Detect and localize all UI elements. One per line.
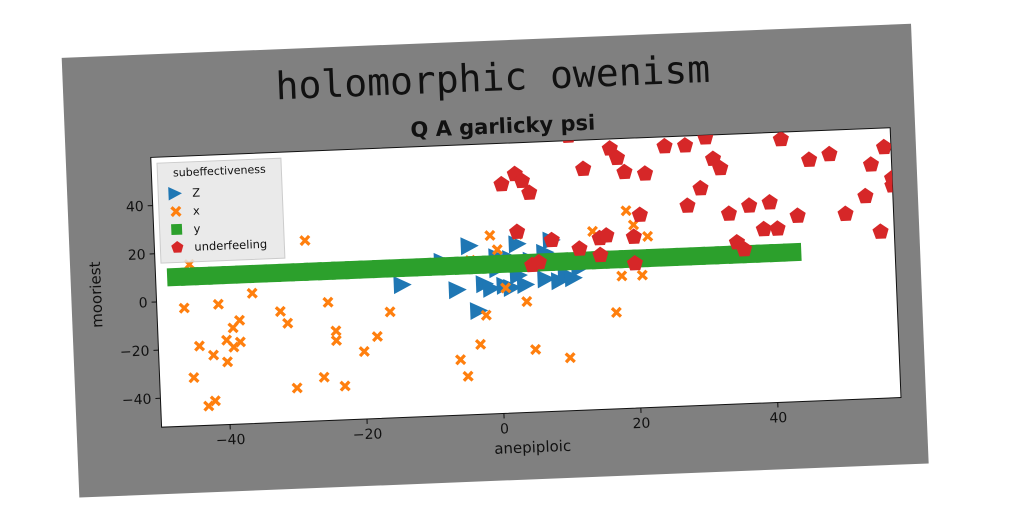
x-axis-label: anepiploic <box>494 437 572 458</box>
y-tick-label: 0 <box>138 295 148 311</box>
y-axis-label: mooriest <box>86 261 107 328</box>
x-tick-label: −20 <box>353 426 383 443</box>
legend-marker-y <box>171 224 182 235</box>
point-y <box>783 243 802 262</box>
y-tick-label: −40 <box>122 392 152 409</box>
x-tick-label: 40 <box>769 410 787 427</box>
x-tick-label: 20 <box>632 416 650 433</box>
y-tick-label: 40 <box>126 199 144 216</box>
figure-group: holomorphic owenism Q A garlicky psi −40… <box>62 24 929 498</box>
x-tick-label: 0 <box>500 421 510 437</box>
legend-label: x <box>193 203 201 217</box>
y-tick-label: 20 <box>128 247 146 264</box>
x-tick-label: −40 <box>216 432 246 449</box>
legend-label: Z <box>192 185 201 199</box>
legend-label: underfeeling <box>194 237 267 254</box>
legend-label: y <box>193 221 201 235</box>
y-tick-label: −20 <box>120 343 150 360</box>
